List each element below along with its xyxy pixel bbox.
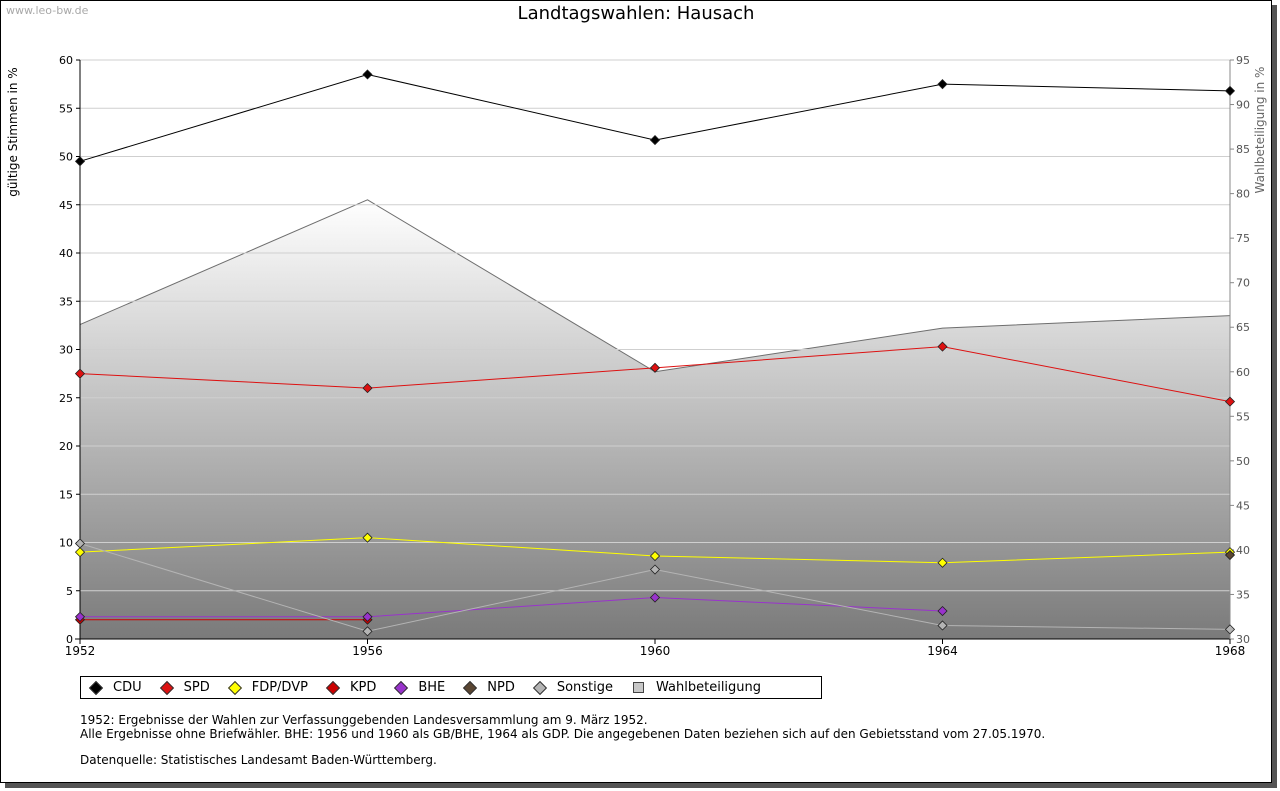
legend-item-fdp-dvp: FDP/DVP: [227, 680, 308, 695]
chart-title: Landtagswahlen: Hausach: [517, 3, 755, 24]
y-tick-label: 20: [59, 440, 73, 453]
legend-swatch: [227, 680, 242, 695]
y-tick-label: 50: [59, 151, 73, 164]
spd-point: [649, 362, 661, 373]
y2-tick-label: 30: [1236, 633, 1250, 646]
cdu-point: [937, 79, 948, 90]
sonstige-point: [74, 538, 86, 549]
y-tick-label: 0: [66, 633, 73, 646]
y2-tick-label: 80: [1236, 188, 1250, 201]
y2-axis-label: Wahlbeteiligung in %: [1253, 67, 1267, 194]
legend-item-kpd: KPD: [325, 680, 377, 695]
y-tick-label: 40: [59, 247, 73, 260]
bhe-point: [937, 605, 948, 617]
legend-label: NPD: [487, 680, 515, 695]
x-tick-label: 1964: [927, 644, 958, 658]
y2-tick-label: 55: [1236, 410, 1250, 423]
x-tick-label: 1960: [640, 644, 671, 658]
y2-tick-label: 95: [1236, 54, 1250, 67]
chart-notes: 1952: Ergebnisse der Wahlen zur Verfassu…: [80, 713, 1045, 767]
y2-tick-label: 90: [1236, 99, 1250, 112]
npd-point: [1224, 549, 1236, 561]
legend-item-bhe: BHE: [394, 680, 446, 695]
sonstige-point: [937, 620, 948, 631]
legend-label: Wahlbeteiligung: [656, 680, 762, 695]
y2-tick-label: 50: [1236, 455, 1250, 468]
turnout-area: [80, 199, 1230, 639]
x-tick-label: 1952: [65, 644, 96, 658]
legend-swatch: [633, 682, 645, 693]
legend-label: SPD: [183, 680, 210, 695]
legend-item-npd: NPD: [463, 680, 515, 695]
y-tick-label: 55: [59, 102, 73, 115]
watermark: www.leo-bw.de: [6, 4, 89, 17]
y2-tick-label: 60: [1236, 366, 1250, 379]
legend-label: KPD: [349, 680, 377, 695]
legend-label: FDP/DVP: [251, 680, 308, 695]
fdp-dvp-point: [937, 557, 948, 568]
legend-swatch: [463, 680, 478, 695]
fdp-dvp-point: [74, 547, 86, 558]
cdu-point: [74, 156, 86, 167]
fdp-dvp-point: [649, 550, 661, 562]
y-tick-label: 45: [59, 199, 73, 212]
bhe-line: [80, 597, 943, 618]
y-tick-label: 25: [59, 392, 73, 405]
y2-tick-label: 40: [1236, 544, 1250, 557]
legend-item-sonstige: Sonstige: [532, 680, 614, 695]
spd-point: [937, 341, 948, 352]
note-line-2: Alle Ergebnisse ohne Briefwähler. BHE: 1…: [80, 727, 1046, 741]
y-axis-label: gültige Stimmen in %: [6, 67, 20, 196]
bhe-point: [649, 592, 661, 603]
bhe-point: [362, 611, 373, 622]
spd-point: [74, 368, 86, 379]
legend-swatch: [532, 680, 547, 695]
legend-label: CDU: [113, 680, 142, 695]
legend-swatch: [394, 680, 409, 695]
y-tick-label: 60: [59, 54, 73, 67]
data-source: Datenquelle: Statistisches Landesamt Bad…: [80, 753, 437, 767]
fdp-dvp-point: [362, 532, 373, 543]
cdu-point: [1224, 85, 1236, 96]
sonstige-point: [649, 564, 661, 575]
legend-swatch: [159, 680, 174, 695]
cdu-line: [79, 73, 1231, 162]
legend-swatch: [88, 680, 104, 695]
bhe-point: [74, 611, 86, 622]
y2-tick-label: 85: [1236, 143, 1250, 156]
y2-tick-label: 75: [1236, 232, 1250, 245]
x-tick-label: 1968: [1215, 644, 1246, 658]
cdu-point: [649, 135, 661, 146]
series-points-layer: [74, 69, 1236, 637]
legend-item-spd: SPD: [159, 680, 210, 695]
legend-label: BHE: [418, 680, 446, 695]
y2-tick-label: 45: [1236, 499, 1250, 512]
y-tick-label: 15: [59, 488, 73, 501]
y2-tick-label: 65: [1236, 321, 1250, 334]
legend-label: Sonstige: [556, 680, 614, 695]
x-tick-label: 1956: [352, 644, 383, 658]
legend-item-wahlbeteiligung: Wahlbeteiligung: [633, 680, 761, 695]
y-tick-label: 30: [59, 344, 73, 357]
y-tick-label: 35: [59, 295, 73, 308]
spd-point: [362, 383, 373, 394]
y2-tick-label: 70: [1236, 277, 1250, 290]
legend-item-cdu: CDU: [88, 680, 142, 695]
y-tick-label: 10: [59, 537, 73, 550]
y2-tick-label: 35: [1236, 588, 1250, 601]
spd-point: [1224, 396, 1236, 407]
y-tick-label: 5: [66, 585, 73, 598]
note-line-1: 1952: Ergebnisse der Wahlen zur Verfassu…: [80, 713, 648, 727]
legend-swatch: [325, 680, 341, 695]
sonstige-point: [362, 626, 373, 637]
cdu-point: [362, 69, 373, 80]
sonstige-point: [1224, 624, 1236, 635]
chart-legend: CDU SPD FDP/DVP KPD BHE NPD Sonstige Wahlbeteil…: [80, 676, 822, 699]
